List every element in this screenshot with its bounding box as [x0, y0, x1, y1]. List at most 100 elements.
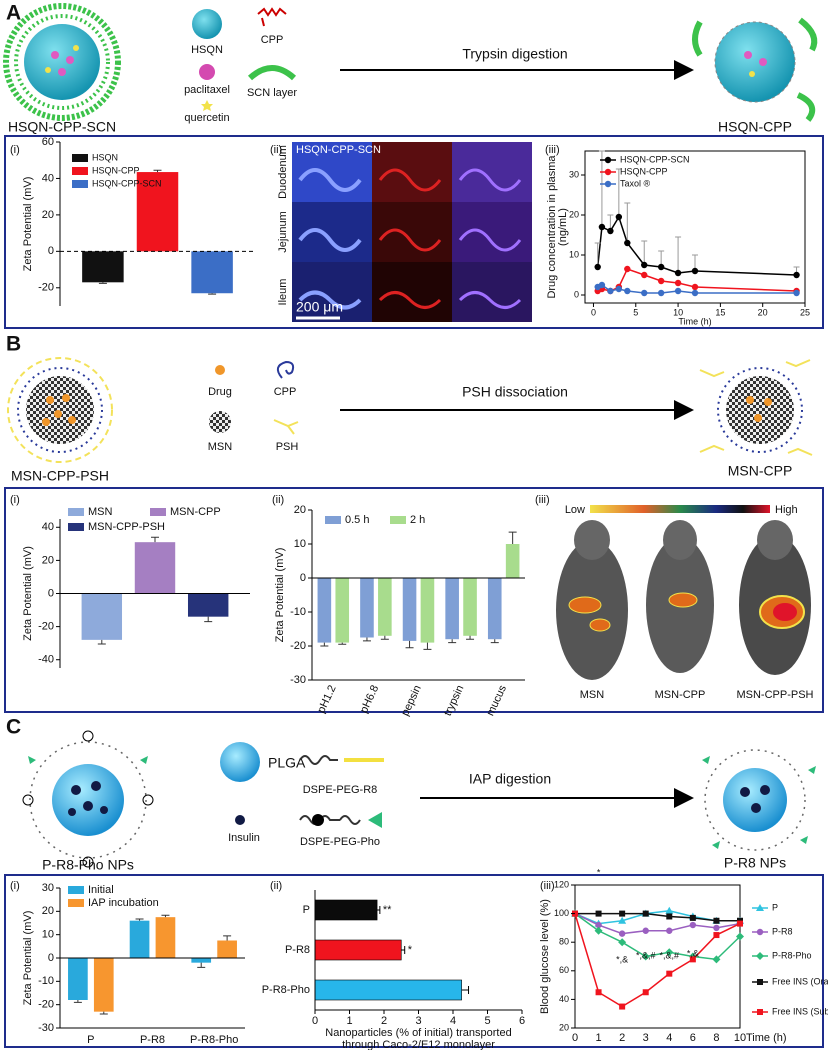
y-tick-label: -20 [290, 640, 306, 652]
point [619, 910, 626, 917]
significance: * [408, 944, 413, 956]
process-label: IAP digestion [469, 771, 551, 787]
bar [191, 958, 212, 963]
error-bar [320, 642, 329, 647]
legend-label: P [772, 902, 778, 912]
bar [136, 172, 179, 252]
legend-label: Taxol ® [620, 178, 651, 188]
point [641, 952, 650, 961]
error-bar [466, 635, 475, 640]
point [618, 938, 627, 947]
point [666, 970, 673, 977]
error-bar [405, 640, 414, 649]
point [712, 955, 721, 964]
y-tick-label: -30 [38, 1022, 54, 1034]
hsqn-cpp-scn-particle [3, 3, 121, 121]
error-bar [423, 642, 432, 650]
bar [191, 251, 233, 294]
series-line [575, 912, 740, 922]
x-tick-label: 5 [484, 1015, 490, 1027]
error-bar [208, 293, 217, 295]
point [619, 1003, 626, 1010]
significance: ** [383, 904, 392, 916]
error-bar [461, 986, 470, 994]
y-tick-label: 30 [42, 882, 54, 894]
bar [487, 578, 502, 640]
error-bar [598, 150, 605, 227]
plot-frame [574, 884, 741, 1029]
bar [317, 578, 332, 643]
panel-label: (ii) [270, 144, 282, 156]
y-tick-label: P [303, 904, 310, 916]
x-tick-label: 0 [572, 1032, 578, 1044]
paclitaxel-icon [199, 64, 215, 80]
legend-marker [604, 156, 612, 164]
error-bar [97, 639, 106, 645]
scn-icon [247, 65, 297, 81]
y-tick-label: 40 [42, 521, 54, 533]
point [594, 926, 603, 935]
panel-label: (iii) [535, 494, 550, 506]
x-tick-label: 3 [643, 1032, 649, 1044]
point [642, 989, 649, 996]
y-tick-label: 80 [559, 937, 569, 947]
msn-cpp-particle [699, 359, 813, 456]
legend-marker [604, 168, 612, 176]
msn-cpp-psh-particle [7, 357, 113, 463]
legend-swatch [72, 167, 88, 175]
component-label: PLGA [268, 755, 306, 771]
y-tick-label: -30 [290, 674, 306, 686]
error-bar [508, 531, 517, 544]
y-tick-label: 20 [42, 554, 54, 566]
x-tick-label: 0 [312, 1015, 318, 1027]
bar [82, 251, 124, 283]
panel-label: (iii) [540, 880, 555, 892]
imaging-mice [556, 520, 811, 680]
y-tick-label: 20 [559, 1022, 569, 1032]
error-bar [362, 637, 371, 642]
error-bar [223, 935, 232, 941]
point [594, 263, 601, 271]
color-scale [590, 505, 770, 513]
component-label: SCN layer [247, 87, 297, 99]
x-tick-label: 6 [690, 1032, 696, 1044]
y-tick-label: 0 [48, 587, 54, 599]
after-label: MSN-CPP [728, 463, 793, 479]
after-label: P-R8 NPs [724, 855, 786, 871]
error-bar [151, 536, 159, 543]
significance: *,& [687, 948, 699, 958]
y-tick-label: -40 [38, 654, 54, 666]
error-bar [161, 914, 170, 918]
bar [93, 958, 114, 1012]
y-tick-label: -20 [38, 282, 54, 294]
component-label: paclitaxel [184, 84, 230, 96]
point [793, 289, 800, 297]
point [674, 287, 682, 295]
error-bar [197, 962, 206, 968]
y-axis-label: Drug concentration in plasma [546, 155, 558, 299]
after-label: HSQN-CPP [718, 119, 792, 135]
image-label: MSN [580, 689, 605, 701]
legend-label: 2 h [410, 514, 425, 526]
significance: *,&,# [660, 950, 680, 960]
legend-label: P-R8 [772, 926, 793, 936]
point [665, 906, 674, 914]
bar [445, 578, 459, 640]
point [736, 932, 744, 941]
panel-label: (i) [10, 880, 20, 892]
panel-label: (i) [10, 144, 20, 156]
section-label: C [6, 716, 21, 739]
point [641, 261, 648, 269]
point [691, 267, 699, 275]
before-label: P-R8-Pho NPs [42, 857, 134, 873]
point [641, 271, 648, 279]
component-label: DSPE-PEG-R8 [303, 784, 378, 796]
error-bar [380, 635, 389, 640]
y-axis-label: Zeta Potential (mV) [22, 177, 34, 272]
point [624, 287, 631, 295]
x-tick-label: pH6.8 [358, 683, 381, 715]
error-bar [624, 202, 631, 243]
y-tick-label: 100 [554, 908, 569, 918]
row-label: Jejunum [277, 211, 289, 253]
legend-swatch [68, 886, 84, 894]
